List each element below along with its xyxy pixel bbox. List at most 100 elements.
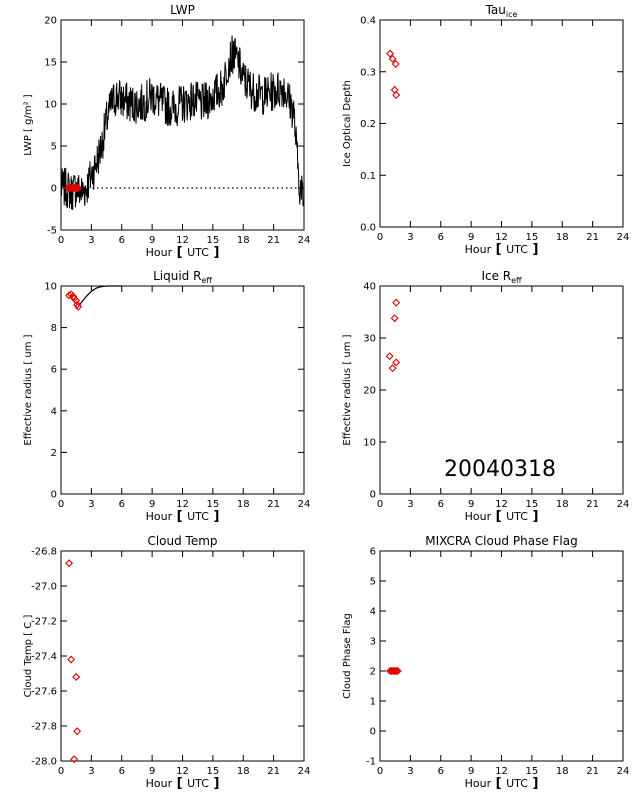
x-tick-label: 24 xyxy=(298,766,311,777)
data-point xyxy=(392,358,401,367)
y-tick-label: 0.0 xyxy=(360,223,376,234)
x-tick-label: 3 xyxy=(407,499,413,510)
data-point xyxy=(72,296,81,305)
x-tick-label: 21 xyxy=(267,499,280,510)
x-tick-label: 12 xyxy=(176,766,189,777)
x-tick-label: 9 xyxy=(468,499,474,510)
y-tick-label: -26.8 xyxy=(31,547,57,558)
x-axis-label: Hour [ UTC ] xyxy=(465,242,539,257)
data-point xyxy=(385,352,394,361)
y-tick-label: 20 xyxy=(44,16,57,27)
x-tick-label: 18 xyxy=(237,235,250,246)
x-tick-label: 6 xyxy=(438,232,444,243)
y-tick-label: -5 xyxy=(47,226,57,237)
data-point xyxy=(72,673,81,681)
data-point xyxy=(388,364,397,373)
y-tick-label: 8 xyxy=(51,323,57,334)
x-tick-label: 24 xyxy=(298,235,311,246)
data-point xyxy=(72,184,81,192)
x-tick-label: 3 xyxy=(88,766,94,777)
panel-cloud_temp: 0 3 6 9 12 15 18 21 24 -28.0 -27.8 -27.6 -27.4 -27.2 -… xyxy=(23,534,310,791)
y-tick-label: 30 xyxy=(363,334,376,345)
chart-title: Liquid Reff xyxy=(153,269,212,285)
x-tick-label: 12 xyxy=(176,499,189,510)
bracket: ] xyxy=(209,509,219,524)
x-tick-label: 3 xyxy=(407,766,413,777)
y-tick-label: 0 xyxy=(370,490,376,501)
data-point xyxy=(391,60,400,68)
x-tick-label: 0 xyxy=(377,499,383,510)
y-tick-label: -27.4 xyxy=(31,652,57,663)
y-tick-label: 0 xyxy=(51,490,57,501)
panel-ice_reff: 0 3 6 9 12 15 18 21 24 0 10 20 30 40 Ice Reff Hour [ UT… xyxy=(342,269,629,524)
data-point xyxy=(74,184,83,192)
data-point xyxy=(73,184,82,192)
x-tick-label: 6 xyxy=(119,499,125,510)
y-tick-label: 3 xyxy=(370,637,376,648)
y-axis-label: Cloud Temp [ C ] xyxy=(23,615,34,698)
fit-curve xyxy=(77,285,122,308)
plot-frame xyxy=(60,550,305,762)
bracket: [ xyxy=(172,509,187,524)
data-point xyxy=(73,727,82,736)
y-tick-label: 10 xyxy=(363,438,376,449)
x-tick-label: 9 xyxy=(149,235,155,246)
x-tick-label: 3 xyxy=(88,499,94,510)
bracket: [ xyxy=(491,509,506,524)
x-tick-label: 6 xyxy=(119,235,125,246)
y-tick-label: -27.2 xyxy=(31,617,57,628)
data-point xyxy=(74,302,83,311)
x-tick-label: 9 xyxy=(149,766,155,777)
x-tick-label: 12 xyxy=(495,232,508,243)
y-tick-label: 0 xyxy=(370,727,376,738)
x-tick-label: 6 xyxy=(438,766,444,777)
data-point xyxy=(393,667,402,675)
y-axis-label: LWP [ g/m² ] xyxy=(23,94,34,155)
chart-title-main: Tau xyxy=(485,3,506,17)
bracket: ] xyxy=(209,776,219,791)
y-tick-label: 0.4 xyxy=(360,16,376,27)
y-tick-label: 40 xyxy=(363,282,376,293)
y-tick-label: 5 xyxy=(370,577,376,588)
x-tick-label: 9 xyxy=(468,232,474,243)
chart-title-subscript: ice xyxy=(506,10,518,19)
x-tick-label: 15 xyxy=(207,235,220,246)
x-axis-label-quantity: Hour xyxy=(146,777,173,790)
data-point xyxy=(390,314,399,323)
x-tick-label: 15 xyxy=(207,499,220,510)
data-point xyxy=(71,184,80,192)
x-axis-label: Hour [ UTC ] xyxy=(465,509,539,524)
x-tick-label: 15 xyxy=(526,766,539,777)
plot-frame xyxy=(60,285,305,495)
y-tick-label: 10 xyxy=(44,282,57,293)
data-point xyxy=(65,559,74,568)
x-axis-label-unit: UTC xyxy=(187,246,209,259)
x-axis-label-unit: UTC xyxy=(506,777,528,790)
x-tick-label: 6 xyxy=(438,499,444,510)
y-tick-label: -27.6 xyxy=(31,687,57,698)
y-axis-label: Cloud Phase Flag xyxy=(342,613,353,699)
x-tick-label: 0 xyxy=(377,232,383,243)
chart-title: LWP xyxy=(170,3,195,17)
y-axis-label: Effective radius [ um ] xyxy=(342,334,353,445)
data-point xyxy=(392,298,401,307)
y-tick-label: 0 xyxy=(51,184,57,195)
x-tick-label: 18 xyxy=(237,766,250,777)
panel-tau_ice: 0 3 6 9 12 15 18 21 24 0.0 0.1 0.2 0.3 0.4 Tauice Hour … xyxy=(342,3,629,257)
x-tick-label: 21 xyxy=(586,232,599,243)
chart-title-main: Liquid R xyxy=(153,269,201,283)
x-tick-label: 9 xyxy=(149,499,155,510)
data-point xyxy=(70,755,79,764)
chart-title-subscript: eff xyxy=(201,276,212,285)
y-tick-label: 4 xyxy=(370,607,376,618)
y-tick-label: 10 xyxy=(44,100,57,111)
y-tick-label: 5 xyxy=(51,142,57,153)
x-axis-label-unit: UTC xyxy=(187,777,209,790)
bracket: ] xyxy=(528,776,538,791)
chart-title: Cloud Temp xyxy=(147,534,217,548)
x-tick-label: 21 xyxy=(586,499,599,510)
y-axis-label: Ice Optical Depth xyxy=(342,80,353,167)
x-tick-label: 24 xyxy=(298,499,311,510)
